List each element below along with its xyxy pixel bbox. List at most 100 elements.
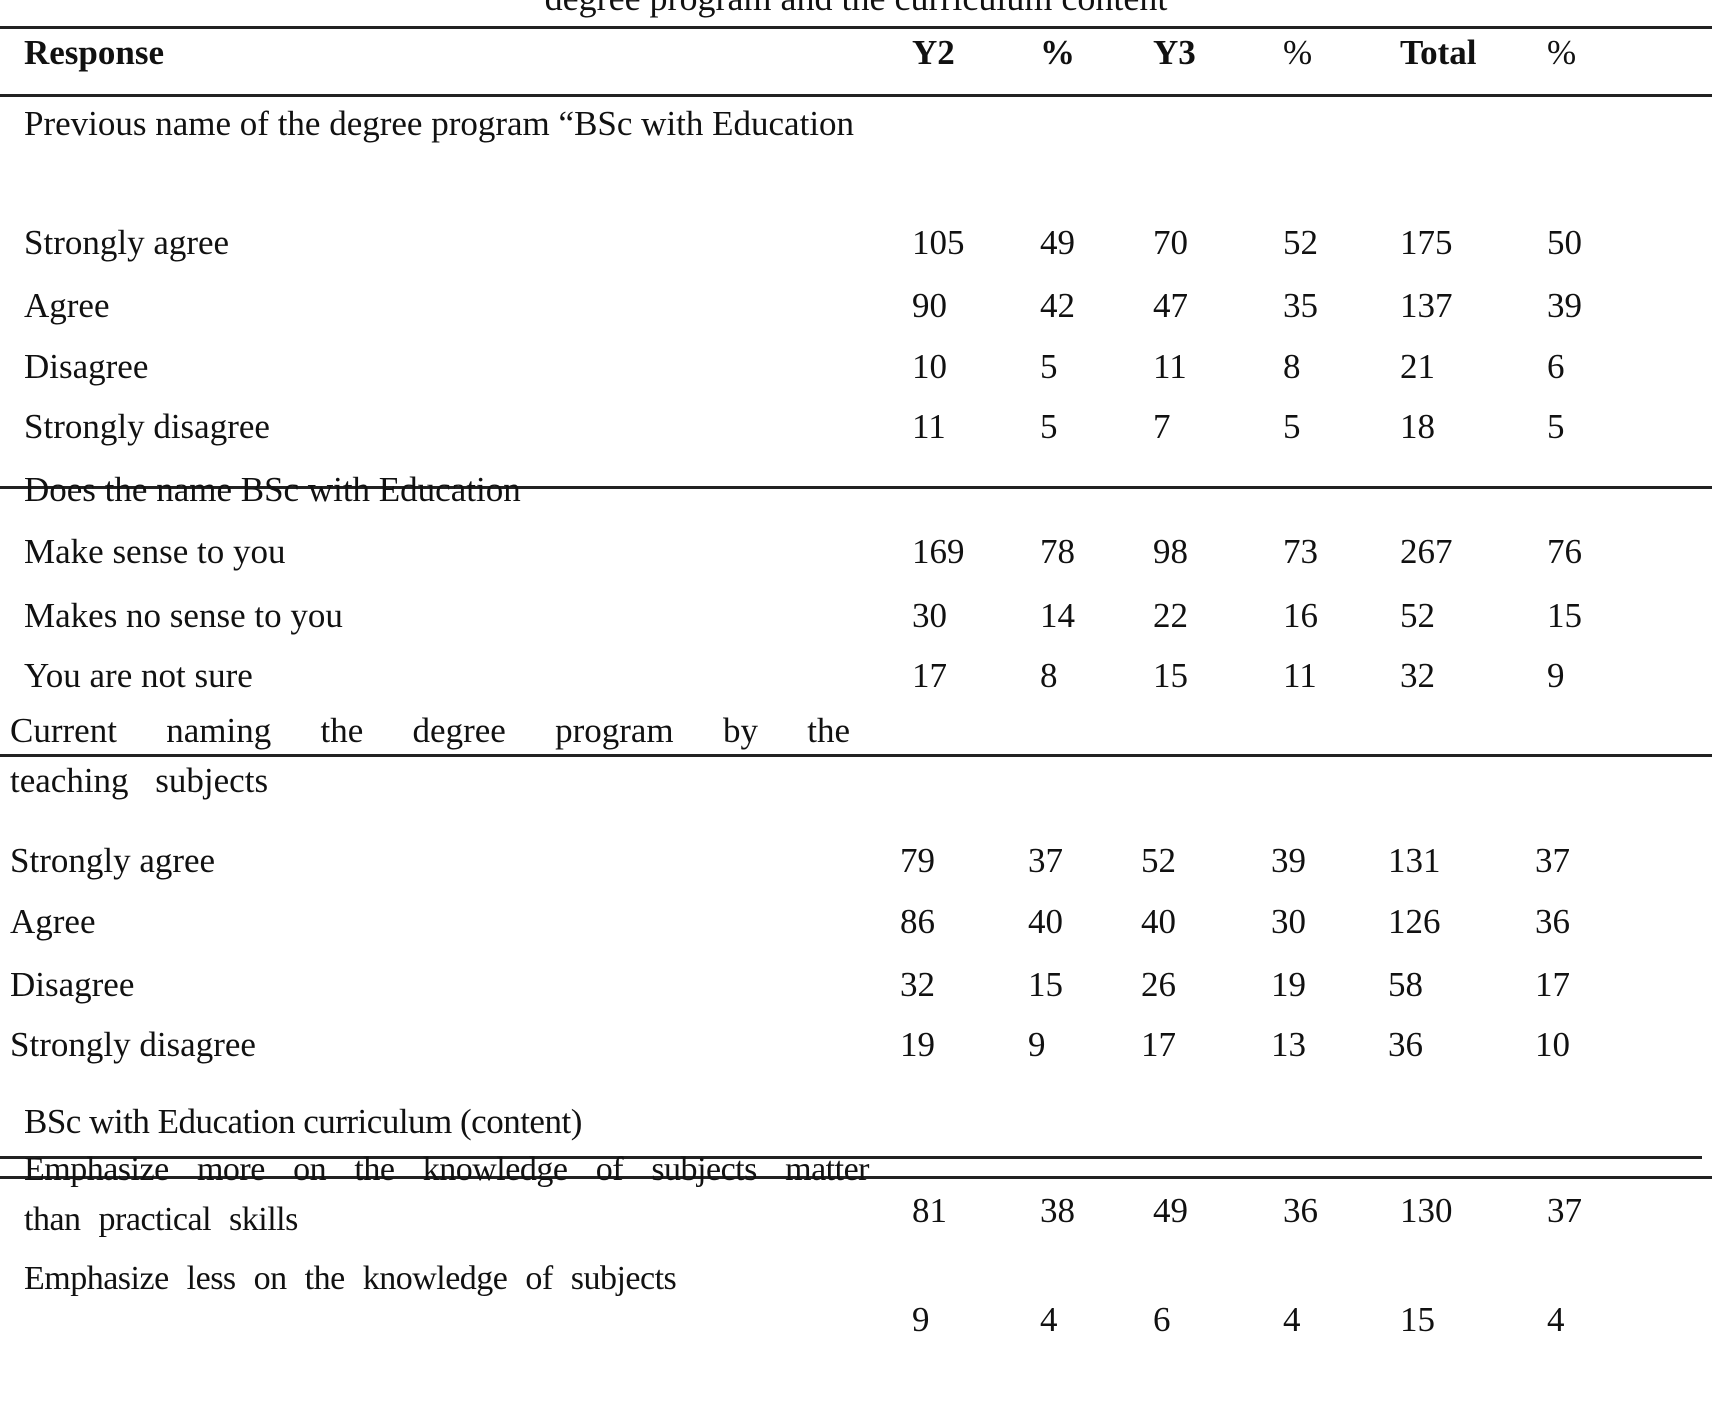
row-label: Agree [10,902,96,941]
cell-total: 18 [1400,407,1435,446]
header-y3: Y3 [1153,33,1196,72]
cell-total: 267 [1400,532,1453,571]
cell-y3-pct: 52 [1283,223,1318,262]
header-bottom-rule [0,94,1712,97]
cell-y3-pct: 16 [1283,596,1318,635]
cell-y3: 70 [1153,223,1188,262]
section-4-rule [0,1176,1712,1179]
cell-y2: 32 [900,965,935,1004]
cell-y2: 30 [912,596,947,635]
cell-y2-pct: 4 [1040,1300,1058,1339]
cell-total-pct: 76 [1547,532,1582,571]
row-label: You are not sure [24,656,253,695]
cell-y3-pct: 30 [1271,902,1306,941]
section-title: Current naming the degree program by the… [10,711,850,800]
row-label: Disagree [24,347,149,386]
section-title: BSc with Education curriculum (content) [24,1102,582,1141]
cell-total-pct: 37 [1535,841,1570,880]
row-label: Strongly agree [24,223,230,262]
cell-y3: 49 [1153,1191,1188,1230]
cell-y3: 52 [1141,841,1176,880]
cell-total: 36 [1388,1025,1423,1064]
cell-y3-pct: 35 [1283,286,1318,325]
cell-total-pct: 37 [1547,1191,1582,1230]
section-3-bottom-rule [0,1156,1702,1159]
cell-y2: 10 [912,347,947,386]
row-label: Strongly disagree [24,407,270,446]
cell-y3-pct: 11 [1283,656,1317,695]
cell-y3-pct: 19 [1271,965,1306,1004]
section-2-rule [0,486,1712,489]
cell-total-pct: 9 [1547,656,1565,695]
header-total-pct: % [1547,33,1577,72]
cell-y3: 47 [1153,286,1188,325]
cell-y2-pct: 15 [1028,965,1063,1004]
cell-total: 15 [1400,1300,1435,1339]
section-3-rule [0,754,1712,757]
cell-y3-pct: 73 [1283,532,1318,571]
cell-total-pct: 50 [1547,223,1582,262]
cell-y2: 86 [900,902,935,941]
cell-y2: 90 [912,286,947,325]
cell-y2-pct: 42 [1040,286,1075,325]
cell-y2-pct: 38 [1040,1191,1075,1230]
row-label: Agree [24,286,110,325]
cell-total: 137 [1400,286,1453,325]
cell-y3: 7 [1153,407,1171,446]
header-total: Total [1400,33,1477,72]
cell-y2-pct: 8 [1040,656,1058,695]
cell-total: 131 [1388,841,1441,880]
cell-y2-pct: 49 [1040,223,1075,262]
cell-y2: 9 [912,1300,930,1339]
cell-y3: 22 [1153,596,1188,635]
cell-y2-pct: 5 [1040,347,1058,386]
cell-total: 52 [1400,596,1435,635]
header-y2: Y2 [912,33,955,72]
cell-y3: 40 [1141,902,1176,941]
cell-total-pct: 10 [1535,1025,1570,1064]
cell-y3-pct: 4 [1283,1300,1301,1339]
cell-y3: 98 [1153,532,1188,571]
cell-y3: 11 [1153,347,1187,386]
header-y3-pct: % [1283,33,1313,72]
cell-y2: 19 [900,1025,935,1064]
row-label: Strongly disagree [10,1025,256,1064]
cell-y3-pct: 8 [1283,347,1301,386]
cell-y3-pct: 36 [1283,1191,1318,1230]
cell-total-pct: 39 [1547,286,1582,325]
cell-total-pct: 15 [1547,596,1582,635]
cell-y2: 169 [912,532,965,571]
cell-y3: 17 [1141,1025,1176,1064]
row-label: Emphasize less on the knowledge of subje… [24,1260,677,1297]
cell-y2-pct: 5 [1040,407,1058,446]
cell-y2-pct: 37 [1028,841,1063,880]
cell-y3: 26 [1141,965,1176,1004]
cell-y2-pct: 14 [1040,596,1075,635]
table-caption: degree program and the curriculum conten… [0,0,1712,20]
cell-total-pct: 6 [1547,347,1565,386]
row-label: Strongly agree [10,841,216,880]
cell-total-pct: 17 [1535,965,1570,1004]
section-title: Previous name of the degree program “BSc… [24,104,855,143]
row-label: Make sense to you [24,532,286,571]
row-label: Emphasize more on the knowledge of subje… [24,1151,870,1238]
cell-y3: 15 [1153,656,1188,695]
cell-y2-pct: 9 [1028,1025,1046,1064]
cell-y2: 81 [912,1191,947,1230]
cell-total: 21 [1400,347,1435,386]
cell-y3-pct: 5 [1283,407,1301,446]
cell-total-pct: 5 [1547,407,1565,446]
cell-y2: 17 [912,656,947,695]
cell-y3: 6 [1153,1300,1171,1339]
row-label: Disagree [10,965,135,1004]
cell-y2-pct: 78 [1040,532,1075,571]
cell-total: 126 [1388,902,1441,941]
cell-y3-pct: 13 [1271,1025,1306,1064]
cell-total: 32 [1400,656,1435,695]
top-rule [0,26,1712,29]
cell-total-pct: 36 [1535,902,1570,941]
cell-total: 130 [1400,1191,1453,1230]
cell-total: 175 [1400,223,1453,262]
cell-y2: 11 [912,407,946,446]
cell-total: 58 [1388,965,1423,1004]
